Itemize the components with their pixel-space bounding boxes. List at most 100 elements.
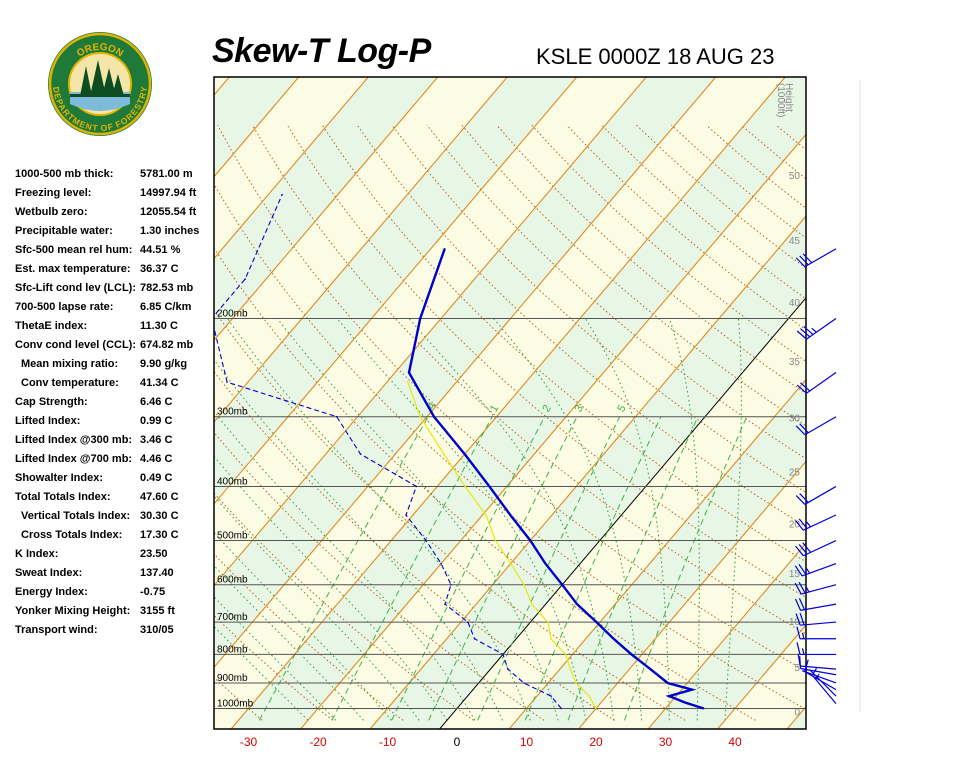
isotherm-line	[852, 72, 960, 734]
index-value: 3.46 C	[140, 434, 173, 446]
wind-barb-flag	[798, 544, 808, 555]
wind-barb-staff	[806, 372, 837, 394]
dewpoint-point	[405, 514, 407, 516]
wind-barb-half-flag	[801, 632, 805, 639]
height-tick-label: 10	[789, 617, 801, 628]
temperature-point	[419, 317, 422, 320]
wind-barb	[796, 626, 836, 640]
index-value: 137.40	[140, 567, 174, 579]
x-tick-label: 10	[520, 735, 534, 749]
wetbulb-point	[509, 562, 512, 565]
wind-barb	[797, 653, 837, 670]
isotherm-line	[214, 77, 230, 96]
moist-adiabat-line	[214, 410, 476, 721]
pressure-label: 500mb	[217, 531, 248, 542]
index-value: 17.30 C	[140, 529, 179, 541]
height-axis-title: Height	[783, 83, 794, 112]
index-row: Yonker Mixing Height: 3155 ft	[15, 605, 215, 623]
isotherm-line	[214, 77, 578, 505]
index-label: Lifted Index @700 mb:	[15, 453, 133, 465]
index-label: Total Totals Index:	[15, 491, 111, 503]
wind-barb-flag	[796, 642, 801, 655]
temperature-point	[443, 248, 446, 250]
plot-border	[213, 76, 807, 730]
moist-adiabat-line	[277, 318, 559, 721]
index-label: Sweat Index:	[15, 567, 83, 579]
index-value: 674.82 mb	[140, 339, 194, 351]
dewpoint-point	[502, 653, 504, 656]
index-label: 1000-500 mb thick:	[15, 168, 114, 180]
wind-barb-half-flag	[805, 586, 810, 593]
index-row: ThetaE index: 11.30 C	[15, 320, 215, 338]
index-label: K Index:	[15, 548, 59, 560]
isotherm-line	[647, 542, 806, 729]
wind-barb-staff	[804, 485, 837, 505]
wetbulb-point	[595, 707, 597, 710]
wind-barb-staff	[801, 584, 837, 595]
index-label: Cross Totals Index:	[21, 529, 123, 541]
dewpoint-point	[244, 278, 246, 280]
mixing-ratio-line	[567, 416, 699, 721]
logo-top-text: OREGON	[75, 42, 125, 60]
index-value: 3155 ft	[140, 605, 175, 617]
moist-adiabat-line	[226, 318, 531, 721]
wind-barb-staff	[801, 563, 837, 577]
temperature-band	[787, 706, 806, 729]
temperature-point	[488, 485, 491, 488]
mixing-ratio-line	[331, 416, 493, 721]
index-row: Showalter Index: 0.49 C	[15, 472, 215, 490]
pressure-label: 800mb	[217, 644, 248, 655]
index-label: Mean mixing ratio:	[21, 358, 119, 370]
dewpoint-point	[359, 453, 362, 455]
index-row: Sweat Index: 137.40	[15, 567, 215, 585]
wetbulb-point	[564, 653, 567, 656]
wind-barb-staff	[800, 603, 837, 611]
index-value: 9.90 g/kg	[140, 358, 188, 370]
index-row: Sfc-500 mean rel hum: 44.51 %	[15, 244, 215, 262]
temperature-band	[0, 72, 164, 734]
temperature-point	[702, 707, 705, 710]
index-value: 14997.94 ft	[140, 187, 197, 199]
index-label: Wetbulb zero:	[15, 206, 88, 218]
dewpoint-point	[507, 668, 509, 670]
index-value: 0.99 C	[140, 415, 173, 427]
height-tick-label: 15	[789, 569, 801, 580]
index-row: Transport wind: 310/05	[15, 624, 215, 642]
isotherm-line	[214, 77, 508, 423]
index-row: Conv cond level (CCL): 674.82 mb	[15, 339, 215, 357]
wind-barb	[795, 539, 837, 557]
dry-adiabat-line	[214, 676, 263, 721]
temperature-point	[595, 621, 598, 623]
index-value: 23.50	[140, 548, 168, 560]
wind-barb-flag	[799, 612, 805, 626]
wetbulb-point	[575, 682, 577, 684]
wetbulb-point	[494, 539, 497, 542]
isotherm-line	[299, 133, 806, 729]
height-tick-label: 40	[789, 298, 801, 309]
wind-barb-staff	[803, 514, 837, 531]
index-label: 700-500 lapse rate:	[15, 301, 114, 313]
wind-barb	[795, 485, 837, 505]
wetbulb-point	[464, 485, 466, 488]
mixing-ratio-label: 1	[488, 403, 501, 414]
isotherm-line	[214, 77, 439, 342]
temperature-band	[0, 72, 95, 734]
wind-barb-staff	[800, 667, 837, 676]
temperature-profile-line	[407, 248, 705, 710]
x-tick-label: -10	[379, 735, 397, 749]
dry-adiabat-line	[214, 553, 404, 721]
index-label: Conv cond level (CCL):	[15, 339, 137, 351]
wetbulb-point	[407, 381, 409, 383]
wind-barb-flag	[798, 598, 806, 610]
temperature-point	[691, 688, 693, 691]
dry-adiabat-line	[0, 125, 192, 720]
wetbulb-point	[485, 514, 487, 516]
wind-barb-flag	[794, 565, 803, 577]
wind-barb	[794, 598, 837, 611]
wind-barb-flag	[797, 653, 801, 667]
height-tick-label: 5	[794, 663, 800, 674]
wind-barb	[795, 248, 837, 268]
wind-barb-flag	[796, 626, 801, 639]
mixing-ratio-line	[477, 416, 621, 721]
